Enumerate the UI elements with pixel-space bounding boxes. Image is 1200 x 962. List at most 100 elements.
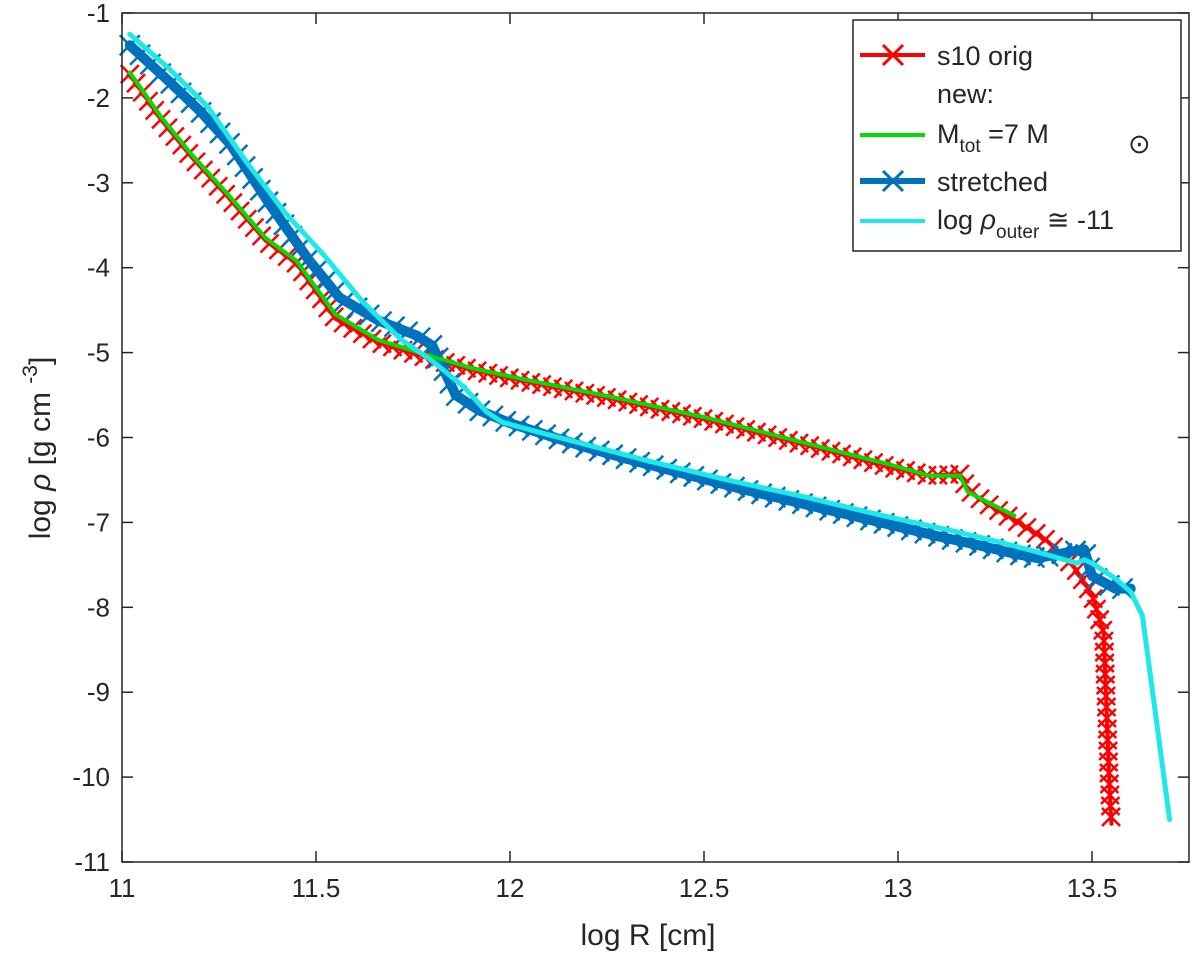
line-segment-stretched: [621, 453, 671, 474]
line-segment-s10: [1107, 783, 1114, 826]
line-segment-mtot: [795, 438, 846, 455]
line-segment-outer: [608, 448, 653, 464]
line-segment-stretched: [815, 502, 865, 523]
tick-layer: 11 11.5 12 12.5 13 13.5 -1 -2 -3 -4 -5 -6 -7 -8 -9 -10 -…: [72, 0, 1189, 903]
line-segment-mtot: [985, 500, 1017, 518]
line-segment-stretched: [931, 530, 981, 550]
svg-text:Mtot =7 M: Mtot =7 M: [937, 119, 1049, 157]
y-tick-label: -1: [87, 0, 110, 28]
line-segment-outer: [763, 485, 808, 500]
line-segment-mtot: [748, 427, 800, 443]
svg-text:log ρouter ≅ -11: log ρouter ≅ -11: [937, 205, 1114, 243]
line-segment-s10: [333, 316, 381, 345]
legend-mtot-sub: tot: [960, 136, 982, 157]
y-tick-label: -3: [87, 168, 110, 198]
line-segment-stretched: [582, 442, 632, 464]
line-segment-outer: [647, 458, 691, 474]
line-segment-stretched: [264, 199, 314, 265]
x-tick-label: 11: [109, 873, 136, 903]
legend-mtot-rest: =7 M: [981, 119, 1049, 149]
line-segment-mtot: [263, 235, 299, 263]
line-segment-outer: [918, 521, 963, 536]
line-segment-stretched: [737, 484, 787, 504]
sun-symbol-icon: ⊙: [1128, 129, 1151, 159]
line-segment-s10: [1103, 681, 1110, 737]
line-segment-outer: [166, 65, 210, 109]
x-tick-label: 12: [496, 873, 525, 903]
y-tick-label: -10: [72, 762, 110, 792]
line-segment-stretched: [776, 493, 826, 513]
line-segment-outer: [802, 494, 847, 509]
line-segment-s10: [263, 238, 299, 266]
line-segment-mtot: [888, 462, 932, 478]
line-segment-outer: [1089, 560, 1118, 581]
line-segment-outer: [460, 384, 490, 415]
y-axis-label: log ρ [g cm -3]: [19, 357, 57, 540]
x-tick-label: 13.5: [1067, 873, 1118, 903]
line-segment-s10: [1090, 592, 1106, 635]
line-segment-outer: [321, 252, 366, 305]
line-segment-mtot: [127, 70, 163, 119]
y-tick-label: -11: [74, 847, 110, 877]
y-tick-label: -7: [87, 507, 110, 537]
line-segment-outer: [996, 539, 1041, 555]
line-segment-outer: [841, 503, 885, 519]
line-segment-stretched: [699, 474, 748, 495]
legend-outer-rest: ≅ -11: [1039, 205, 1114, 235]
line-segment-stretched: [854, 512, 903, 532]
line-segment-stretched: [194, 105, 236, 150]
y-label-log: log: [24, 491, 57, 539]
legend-outer-rho: ρ: [980, 205, 996, 235]
line-segment-outer: [429, 358, 466, 390]
y-label-units: [g cm: [24, 384, 57, 474]
line-segment-stretched: [225, 139, 275, 210]
legend-label-new: new:: [937, 79, 994, 109]
y-label-exponent: -3: [19, 365, 42, 384]
line-segment-outer: [499, 419, 536, 434]
y-tick-label: -2: [87, 83, 110, 113]
line-segment-outer: [685, 468, 730, 483]
line-segment-outer: [1035, 549, 1079, 566]
line-segment-mtot: [702, 415, 753, 432]
legend-mtot-m: M: [937, 119, 960, 149]
legend-outer-log: log: [937, 205, 981, 235]
line-segment-mtot: [841, 450, 893, 467]
line-segment-outer: [1112, 575, 1134, 595]
line-segment-mtot: [158, 114, 194, 157]
line-segment-outer: [879, 513, 924, 527]
x-tick-label: 13: [884, 873, 913, 903]
y-tick-label: -4: [87, 253, 110, 283]
line-segment-outer: [360, 299, 404, 343]
line-segment-mtot: [608, 394, 660, 409]
legend-outer-sub: outer: [996, 222, 1040, 243]
line-segment-mtot: [469, 365, 520, 381]
line-segment-stretched: [303, 254, 345, 303]
y-tick-label: -5: [87, 338, 110, 368]
line-segment-outer: [957, 530, 1002, 545]
legend-label-s10: s10 orig: [937, 41, 1033, 71]
line-segment-stretched: [660, 463, 709, 485]
legend-marker-s10: [881, 43, 905, 67]
line-segment-mtot: [562, 385, 613, 399]
line-segment-outer: [127, 31, 172, 71]
line-segment-outer: [569, 438, 614, 454]
y-label-close: ]: [24, 357, 57, 365]
line-segment-s10: [1012, 517, 1048, 542]
line-segment-outer: [282, 210, 327, 258]
line-segment-stretched: [334, 292, 384, 326]
line-segment-outer: [398, 337, 435, 364]
y-tick-label: -6: [87, 423, 110, 453]
line-segment-s10: [1105, 732, 1112, 788]
legend-entry-outer: log ρouter ≅ -11: [860, 205, 1114, 243]
line-segment-mtot: [333, 312, 381, 342]
legend-entry-stretched: stretched: [860, 167, 1048, 197]
x-tick-label: 11.5: [292, 873, 341, 903]
line-segment-outer: [1128, 589, 1145, 619]
line-segment-stretched: [893, 521, 942, 541]
y-tick-label: -9: [87, 677, 110, 707]
line-segment-outer: [530, 428, 575, 444]
line-segment-mtot: [655, 404, 706, 420]
series-mtot: [127, 70, 1017, 518]
line-segment-stretched: [970, 539, 1020, 559]
